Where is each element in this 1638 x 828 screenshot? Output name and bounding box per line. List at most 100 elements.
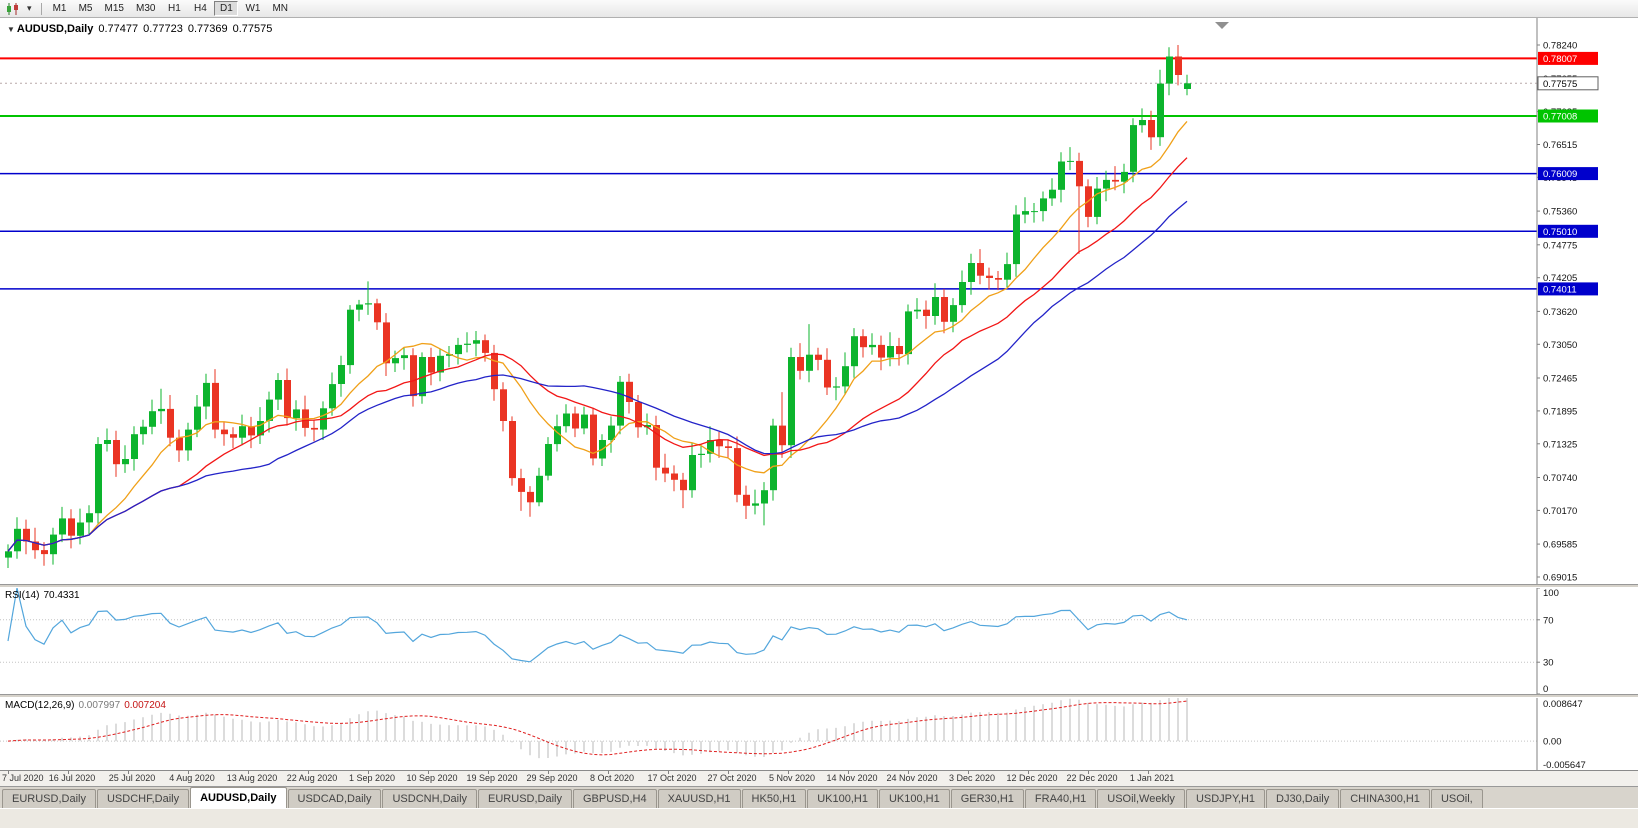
svg-text:0.76009: 0.76009 — [1543, 169, 1577, 180]
time-tick — [1088, 771, 1089, 774]
price-badge — [1538, 282, 1598, 296]
chart-tab[interactable]: FRA40,H1 — [1024, 789, 1097, 808]
timeframe-button-m1[interactable]: M1 — [48, 1, 72, 16]
time-tick — [308, 771, 309, 774]
chart-title: ▼ AUDUSD,Daily 0.77477 0.77723 0.77369 0.7757… — [7, 23, 272, 35]
pane-divider[interactable] — [0, 694, 1638, 698]
chart-tab[interactable]: USDCAD,Daily — [287, 789, 382, 808]
macd-name: MACD(12,26,9) — [5, 700, 75, 711]
time-tick — [68, 771, 69, 774]
macd-scale-tick: 0.00 — [1543, 737, 1562, 748]
ma-line-30 — [7, 200, 1188, 552]
price-scale-tick: 0.71325 — [1543, 439, 1577, 450]
chart-tab[interactable]: UK100,H1 — [878, 789, 950, 808]
timeframe-button-m5[interactable]: M5 — [74, 1, 98, 16]
symbol-period-label: AUDUSD,Daily — [16, 23, 94, 35]
price-badge — [1538, 167, 1598, 181]
macd-histogram — [16, 698, 1188, 759]
price-badge — [1537, 76, 1599, 91]
timeframe-button-h1[interactable]: H1 — [162, 1, 186, 16]
timeframe-buttons: M1 M5 M15 M30 H1 H4 D1 W1 MN — [47, 1, 294, 16]
chart-tab[interactable]: AUDUSD,Daily — [190, 787, 287, 808]
chart-tab[interactable]: GER30,H1 — [950, 789, 1024, 808]
time-tick — [908, 771, 909, 774]
chart-tabs-bar: EURUSD,Daily USDCHF,Daily AUDUSD,Daily USDC… — [0, 786, 1638, 808]
macd-background[interactable] — [0, 698, 1638, 770]
time-tick — [368, 771, 369, 774]
date-label: 19 Sep 2020 — [466, 773, 518, 783]
date-label: 10 Sep 2020 — [406, 773, 458, 783]
timeframe-button-m30[interactable]: M30 — [131, 1, 160, 16]
price-scale-tick: 0.69585 — [1543, 540, 1577, 551]
time-tick — [128, 771, 129, 774]
date-label: 1 Jan 2021 — [1129, 773, 1175, 783]
price-scale-tick: 0.72465 — [1543, 374, 1577, 385]
date-label: 25 Jul 2020 — [108, 773, 156, 783]
caret-down-icon: ▾ — [27, 3, 32, 13]
date-label: 13 Aug 2020 — [226, 773, 278, 783]
ohlc-high: 0.77723 — [143, 23, 183, 35]
chart-type-dropdown-button[interactable]: ▾ — [23, 1, 36, 17]
price-scale-tick: 0.73620 — [1543, 307, 1577, 318]
rsi-scale-tick: 70 — [1543, 615, 1554, 626]
date-label: 24 Nov 2020 — [886, 773, 938, 783]
macd-indicator-pane[interactable]: 0.008647 0.00 -0.005647 — [0, 698, 1638, 770]
macd-main-value: 0.007997 — [78, 700, 121, 711]
time-axis[interactable]: 7 Jul 2020 16 Jul 2020 25 Jul 2020 4 Aug 20… — [0, 770, 1638, 786]
date-label: 22 Aug 2020 — [286, 773, 338, 783]
macd-label: MACD(12,26,9) 0.007997 0.007204 — [5, 700, 170, 711]
ohlc-low: 0.77369 — [187, 23, 228, 35]
time-tick — [848, 771, 849, 774]
price-scale-tick: 0.78240 — [1543, 41, 1577, 52]
macd-scale-tick: 0.008647 — [1543, 699, 1583, 710]
timeframe-button-h4[interactable]: H4 — [188, 1, 212, 16]
date-label: 3 Dec 2020 — [948, 773, 996, 783]
ma-line-10 — [7, 120, 1188, 552]
date-label: 1 Sep 2020 — [348, 773, 396, 783]
chart-type-button[interactable] — [3, 1, 23, 17]
macd-signal-value: 0.007204 — [124, 700, 166, 711]
price-scale-tick: 0.69015 — [1543, 573, 1577, 584]
ohlc-open: 0.77477 — [98, 23, 139, 35]
date-label: 8 Oct 2020 — [589, 773, 635, 783]
rsi-background[interactable] — [0, 588, 1638, 694]
timeframe-button-w1[interactable]: W1 — [240, 1, 265, 16]
chart-tab[interactable]: CHINA300,H1 — [1340, 789, 1430, 808]
svg-text:0.77008: 0.77008 — [1543, 112, 1577, 123]
chart-tab[interactable]: USDCNH,Daily — [382, 789, 478, 808]
time-tick — [1148, 771, 1149, 774]
rsi-name: RSI(14) — [5, 590, 40, 601]
rsi-indicator-pane[interactable]: 100 70 30 0 — [0, 588, 1638, 694]
chart-tab[interactable]: USDJPY,H1 — [1185, 789, 1266, 808]
price-scale-tick: 0.76515 — [1543, 140, 1577, 151]
collapse-icon[interactable]: ▼ — [7, 25, 15, 34]
chart-background[interactable] — [0, 18, 1638, 584]
chart-tab[interactable]: USOil, — [1430, 789, 1483, 808]
pane-divider[interactable] — [0, 584, 1638, 588]
chart-tab[interactable]: EURUSD,Daily — [2, 789, 96, 808]
price-scale-tick: 0.74205 — [1543, 273, 1577, 284]
date-label: 12 Dec 2020 — [1006, 773, 1058, 783]
time-tick — [728, 771, 729, 774]
timeframe-button-m15[interactable]: M15 — [100, 1, 129, 16]
time-tick — [188, 771, 189, 774]
date-label: 27 Oct 2020 — [707, 773, 757, 783]
shift-end-icon[interactable] — [1215, 22, 1229, 29]
timeframe-button-d1[interactable]: D1 — [214, 1, 239, 16]
time-tick — [8, 771, 9, 774]
chart-tab[interactable]: UK100,H1 — [807, 789, 878, 808]
chart-tab[interactable]: USOil,Weekly — [1097, 789, 1185, 808]
ma-line-20 — [7, 157, 1188, 552]
chart-tab[interactable]: DJ30,Daily — [1266, 789, 1340, 808]
timeframe-button-mn[interactable]: MN — [267, 1, 293, 16]
chart-tab[interactable]: GBPUSD,H4 — [573, 789, 657, 808]
chart-tab[interactable]: XAUUSD,H1 — [657, 789, 741, 808]
chart-tab[interactable]: USDCHF,Daily — [96, 789, 190, 808]
price-chart-pane[interactable]: 0.782400.776550.770850.765150.759450.753… — [0, 18, 1638, 584]
price-badge — [1538, 51, 1598, 65]
chart-tab[interactable]: HK50,H1 — [741, 789, 807, 808]
timeframes-toolbar: ▾ M1 M5 M15 M30 H1 H4 D1 W1 MN — [0, 0, 1638, 18]
date-label: 7 Jul 2020 — [2, 773, 44, 783]
chart-tab[interactable]: EURUSD,Daily — [478, 789, 572, 808]
